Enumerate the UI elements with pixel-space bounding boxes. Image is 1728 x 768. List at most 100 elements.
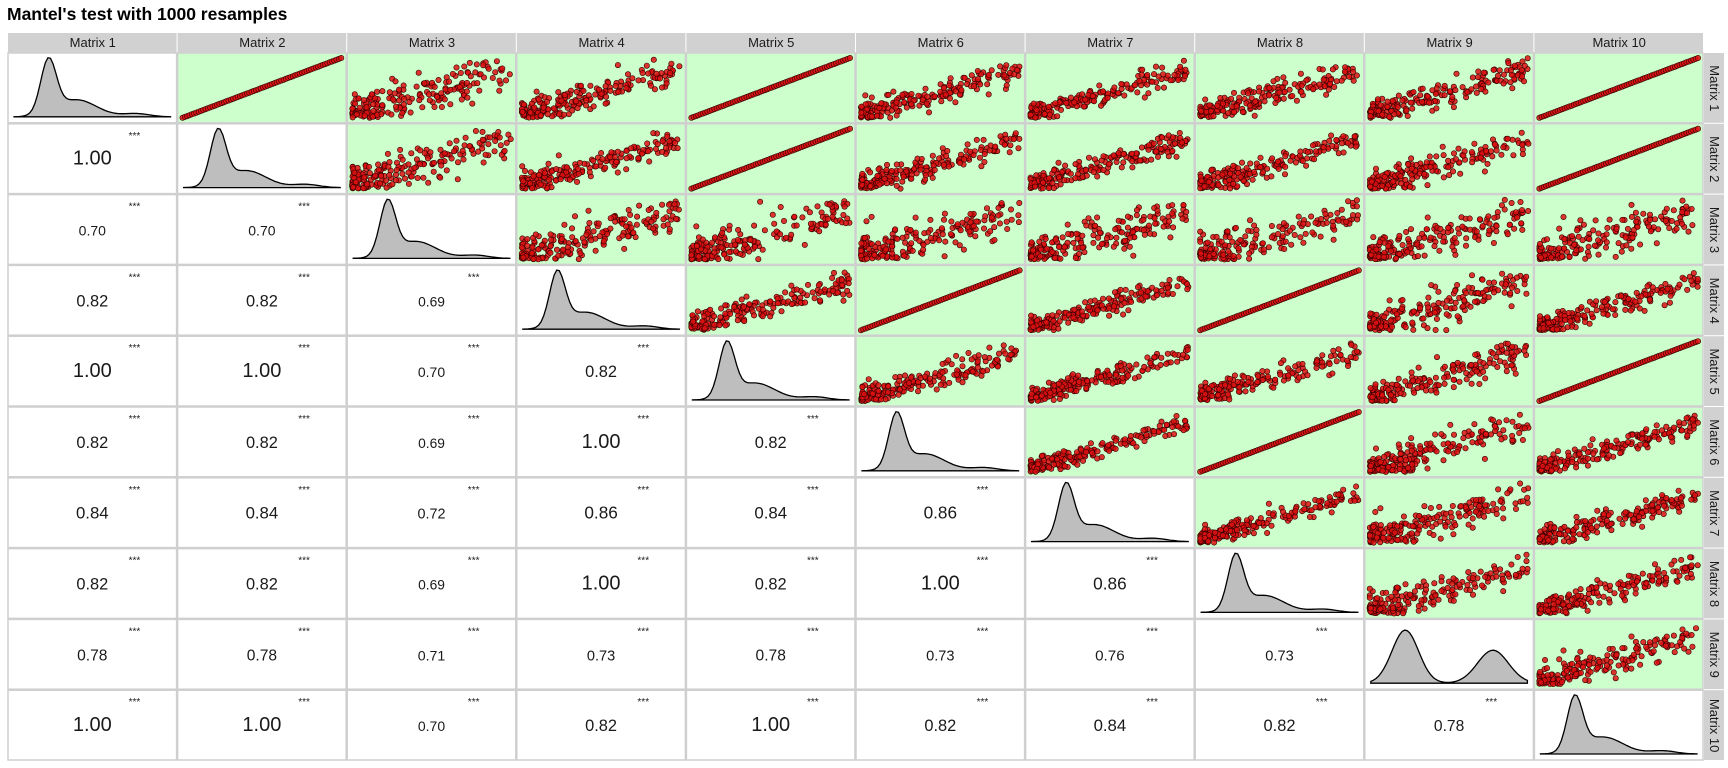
- scatter-point: [485, 65, 492, 72]
- scatter-point: [1323, 219, 1330, 226]
- scatter-point: [1490, 66, 1497, 73]
- scatter-point: [1396, 251, 1403, 258]
- scatter-point: [1519, 207, 1526, 214]
- scatter-point: [1475, 68, 1482, 75]
- scatter-point: [1318, 216, 1325, 223]
- scatter-point: [1001, 72, 1008, 79]
- scatter-points: [1536, 54, 1702, 121]
- scatter-point: [1454, 281, 1461, 288]
- scatter-point: [918, 156, 925, 163]
- scatter-point: [1030, 247, 1037, 254]
- scatter-point: [1137, 289, 1144, 296]
- scatter-point: [1399, 242, 1406, 249]
- scatter-point: [1406, 183, 1413, 190]
- scatter-point: [1161, 84, 1168, 91]
- scatter-point: [1280, 74, 1287, 81]
- scatter-point: [1287, 157, 1294, 164]
- scatter-point: [665, 201, 672, 208]
- scatter-point: [1004, 226, 1011, 233]
- scatter-point: [1030, 323, 1037, 330]
- scatter-point: [1440, 174, 1447, 181]
- row-strip: [1704, 123, 1724, 194]
- scatter-point: [463, 88, 470, 95]
- scatter-point: [467, 73, 474, 80]
- scatter-point: [1500, 80, 1507, 87]
- scatter-point: [1110, 152, 1117, 159]
- scatter-point: [964, 141, 971, 148]
- scatter-point: [838, 277, 845, 284]
- scatter-point: [1684, 210, 1691, 217]
- scatter-point: [1177, 63, 1184, 70]
- scatter-point: [1340, 133, 1347, 140]
- scatter-point: [865, 245, 872, 252]
- scatter-point: [974, 68, 981, 75]
- scatter-point: [421, 150, 428, 157]
- scatter-point: [480, 74, 487, 81]
- scatter-point: [750, 312, 757, 319]
- scatter-point: [1475, 236, 1482, 243]
- scatter-point: [777, 204, 784, 211]
- scatter-point: [590, 103, 597, 110]
- scatter-point: [1197, 228, 1204, 235]
- scatter-point: [1032, 183, 1039, 190]
- scatter-point: [1198, 250, 1205, 257]
- significance-stars: ***: [298, 202, 310, 213]
- row-header-label: Matrix 5: [1707, 348, 1722, 394]
- scatter-point: [996, 220, 1003, 227]
- scatter-point: [716, 322, 723, 329]
- scatter-point: [1421, 171, 1428, 178]
- scatter-point: [446, 140, 453, 147]
- scatter-point: [1012, 130, 1019, 137]
- scatter-point: [1090, 169, 1097, 176]
- scatter-point: [1375, 108, 1382, 115]
- scatter-point: [1544, 236, 1551, 243]
- scatter-point: [1251, 169, 1258, 176]
- scatter-point: [390, 96, 397, 103]
- scatter-point: [1096, 229, 1103, 236]
- scatter-point: [1473, 83, 1480, 90]
- scatter-point: [893, 99, 900, 106]
- scatter-point: [915, 92, 922, 99]
- scatter-point: [434, 93, 441, 100]
- scatter-point: [1463, 242, 1470, 249]
- scatter-point: [355, 95, 362, 102]
- scatter-point: [1217, 95, 1224, 102]
- scatter-point: [1320, 144, 1327, 151]
- scatter-point: [1632, 209, 1639, 216]
- scatter-point: [1144, 72, 1151, 79]
- scatter-point: [443, 167, 450, 174]
- scatter-point: [1145, 90, 1152, 97]
- scatter-point: [368, 91, 375, 98]
- scatter-point: [437, 174, 444, 181]
- scatter-point: [1559, 253, 1566, 260]
- scatter-point: [543, 99, 550, 106]
- scatter-point: [731, 303, 738, 310]
- scatter-point: [482, 151, 489, 158]
- scatter-point: [1123, 81, 1130, 88]
- scatter-point: [491, 148, 498, 155]
- scatter-point: [1330, 236, 1337, 243]
- scatter-point: [1106, 305, 1113, 312]
- scatter-point: [674, 145, 681, 152]
- row-strip: [1704, 477, 1724, 548]
- scatter-point: [1345, 198, 1352, 205]
- scatter-point: [447, 86, 454, 93]
- scatter-point: [1098, 102, 1105, 109]
- scatter-point: [1242, 233, 1249, 240]
- scatter-point: [1055, 159, 1062, 166]
- scatter-point: [1446, 172, 1453, 179]
- scatter-point: [797, 294, 804, 301]
- scatter-point: [405, 169, 412, 176]
- scatter-point: [1633, 218, 1640, 225]
- scatter-point: [690, 318, 697, 325]
- scatter-point: [1507, 67, 1514, 74]
- scatter-point: [1063, 100, 1070, 107]
- scatter-point: [830, 269, 837, 276]
- scatter-point: [1140, 227, 1147, 234]
- scatter-point: [1428, 282, 1435, 289]
- scatter-point: [1052, 255, 1059, 262]
- scatter-point: [1265, 244, 1272, 251]
- scatter-point: [1498, 151, 1505, 158]
- scatter-point: [888, 168, 895, 175]
- scatter-point: [666, 138, 673, 145]
